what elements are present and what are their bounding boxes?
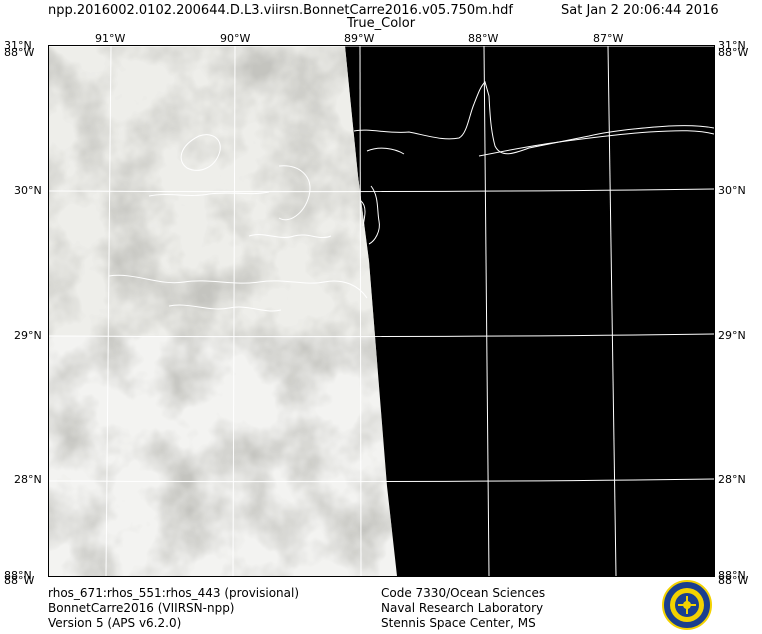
lon-label-88w: 88°W bbox=[468, 32, 499, 45]
lon-label-87w: 87°W bbox=[593, 32, 624, 45]
map-canvas bbox=[49, 46, 714, 576]
footer-location: Stennis Space Center, MS bbox=[381, 616, 536, 630]
corner-top-left-lat: 31°N bbox=[4, 39, 32, 52]
lat-label-right-29n: 29°N bbox=[718, 329, 746, 342]
lon-label-90w: 90°W bbox=[220, 32, 251, 45]
corner-bottom-right-lat: 88°N bbox=[718, 569, 746, 582]
lat-label-left-30n: 30°N bbox=[14, 184, 42, 197]
coastline bbox=[108, 81, 714, 312]
footer-bands: rhos_671:rhos_551:rhos_443 (provisional) bbox=[48, 586, 300, 600]
corner-top-right-lon: 88°W bbox=[718, 46, 749, 59]
timestamp: Sat Jan 2 20:06:44 2016 bbox=[561, 3, 719, 18]
footer-version: Version 5 (APS v6.2.0) bbox=[48, 616, 182, 630]
lon-label-89w: 89°W bbox=[344, 32, 375, 45]
corner-top-left-lon: 88°W bbox=[4, 46, 35, 59]
corner-top-right-lat: 31°N bbox=[718, 39, 746, 52]
lat-label-left-29n: 29°N bbox=[14, 329, 42, 342]
corner-bottom-right-lon: 88°W bbox=[718, 574, 749, 587]
footer-lab: Naval Research Laboratory bbox=[381, 601, 544, 615]
naval-research-laboratory-seal-icon bbox=[662, 580, 712, 630]
satellite-map[interactable] bbox=[48, 45, 715, 577]
footer-dataset: BonnetCarre2016 (VIIRSN-npp) bbox=[48, 601, 235, 615]
product-name: True_Color bbox=[347, 16, 416, 31]
file-title: npp.2016002.0102.200644.D.L3.viirsn.Bonn… bbox=[48, 3, 513, 18]
corner-bottom-left-lon: 88°W bbox=[4, 574, 35, 587]
lat-label-left-28n: 28°N bbox=[14, 473, 42, 486]
graticule bbox=[49, 46, 714, 576]
lon-label-91w: 91°W bbox=[95, 32, 126, 45]
corner-bottom-left-lat: 88°N bbox=[4, 569, 32, 582]
lat-label-right-28n: 28°N bbox=[718, 473, 746, 486]
footer-code: Code 7330/Ocean Sciences bbox=[381, 586, 546, 600]
lat-label-right-30n: 30°N bbox=[718, 184, 746, 197]
